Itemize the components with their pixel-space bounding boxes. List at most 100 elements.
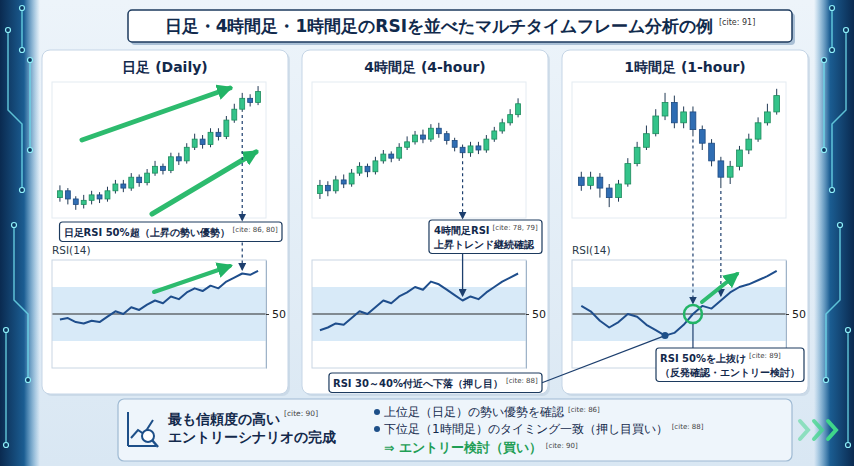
candle-body xyxy=(727,166,733,177)
candle-body xyxy=(65,191,70,199)
annotation: 日足RSI 50%超（上昇の勢い優勢）[cite: 86, 80] xyxy=(60,222,282,242)
circuit-line xyxy=(826,225,840,380)
panel-title: 4時間足 (4-hour) xyxy=(364,59,485,75)
candle-body xyxy=(588,177,594,185)
annotation-line: RSI 50%を上抜け xyxy=(660,353,746,365)
dashed-pointer xyxy=(242,115,243,220)
annotation-box xyxy=(429,220,542,254)
annotation-text: RSI 50%を上抜け （反発確認・エントリー検討） [cite: 89] xyxy=(660,352,800,378)
circuit-node xyxy=(6,28,11,33)
candles xyxy=(57,86,260,210)
candle-body xyxy=(333,180,338,191)
candle-body xyxy=(224,120,229,136)
candle-body xyxy=(137,177,142,182)
citation: [cite: 78, 79] xyxy=(493,224,538,232)
candle-body xyxy=(168,157,173,171)
tick: 50 xyxy=(786,308,806,321)
citation: [cite: 86] xyxy=(568,406,600,414)
candle-body xyxy=(718,161,724,177)
bullet xyxy=(374,409,380,415)
candle-body xyxy=(662,102,668,116)
side-panel xyxy=(814,0,854,466)
candle-body xyxy=(176,157,181,161)
circuit-node xyxy=(12,223,17,228)
annotation-line: 日足RSI 50%超（上昇の勢い優勢） xyxy=(64,227,230,238)
candle-body xyxy=(389,154,394,158)
rsi-label: RSI(14) xyxy=(52,244,91,256)
y-axis: 50 xyxy=(526,261,546,369)
circuit-line xyxy=(5,330,7,445)
candle-body xyxy=(373,161,378,172)
candle-body xyxy=(606,188,612,198)
candle-body xyxy=(737,150,743,166)
candle-body xyxy=(709,143,715,161)
chevron xyxy=(814,421,822,439)
candle-body xyxy=(444,134,449,141)
citation: [cite: 88] xyxy=(506,377,538,385)
candle-body xyxy=(57,191,62,198)
dashed-pointer xyxy=(720,191,721,295)
circuit-node xyxy=(844,28,849,33)
candle-body xyxy=(248,98,253,102)
dashed-pointer xyxy=(692,139,693,303)
citation: [cite: 90] xyxy=(284,409,318,418)
background-fill xyxy=(0,0,854,466)
annotation-text: 日足RSI 50%超（上昇の勢い優勢）[cite: 86, 80] xyxy=(64,226,278,238)
candle-body xyxy=(184,147,189,161)
panels xyxy=(42,50,810,396)
candles xyxy=(578,89,779,207)
annotation-box xyxy=(329,373,542,393)
annotation-line: （反発確認・エントリー検討） xyxy=(660,367,800,378)
rsi-plot xyxy=(312,274,526,342)
candle-body xyxy=(492,131,497,139)
title-block: 日足・4時間足・1時間足のRSIを並べたマルチタイムフレーム分析の例[cite:… xyxy=(128,10,795,45)
annotation-line: 上昇トレンド継続確認 xyxy=(433,239,535,250)
annotation-line: RSI 30～40%付近へ下落（押し目） xyxy=(333,378,503,389)
candle-body xyxy=(216,132,221,136)
plots: 日足 (Daily)50RSI(14)4時間足 (4-hour)501時間足 (… xyxy=(52,59,806,369)
rsi-line xyxy=(60,271,258,324)
circuit-node xyxy=(830,6,835,11)
panel-title: 日足 (Daily) xyxy=(122,59,207,75)
annotation-box xyxy=(60,222,282,242)
candle-body xyxy=(349,173,354,184)
infographic: 日足・4時間足・1時間足のRSIを並べたマルチタイムフレーム分析の例[cite:… xyxy=(0,0,854,466)
candle-body xyxy=(671,102,677,122)
candle-body xyxy=(357,166,362,173)
candle-body xyxy=(774,96,780,112)
chevrons xyxy=(800,421,836,439)
tick-mark xyxy=(266,314,269,315)
circuit-line xyxy=(29,60,31,150)
candle-body xyxy=(500,123,505,131)
circuit-node xyxy=(846,443,851,448)
citation: [cite: 89] xyxy=(749,352,781,360)
candle-body xyxy=(73,199,78,204)
rsi-line xyxy=(581,271,776,336)
circuit-line xyxy=(831,8,833,50)
candle-body xyxy=(681,112,687,123)
tick-mark xyxy=(526,314,529,315)
candle-body xyxy=(232,109,237,120)
candle-body xyxy=(208,132,213,144)
trend-arrow xyxy=(154,266,230,292)
summary-box xyxy=(118,399,792,461)
candle-body xyxy=(468,146,473,153)
candle-body xyxy=(192,139,197,147)
annotation-text: RSI 30～40%付近へ下落（押し目）[cite: 88] xyxy=(333,377,538,389)
candle-body xyxy=(484,139,489,150)
panel xyxy=(42,50,288,394)
grid-line xyxy=(312,313,526,314)
trend-arrow xyxy=(152,152,256,214)
candle-body xyxy=(508,115,513,123)
circuit-line xyxy=(21,8,23,50)
tick: 50 xyxy=(266,308,286,321)
summary-point: 下位足（1時間足）のタイミング一致（押し目買い） xyxy=(384,422,668,436)
circuit-node xyxy=(4,328,9,333)
panel xyxy=(562,50,808,394)
annotation: RSI 30～40%付近へ下落（押し目）[cite: 88] xyxy=(329,373,542,393)
candle-body xyxy=(365,166,370,171)
citation: [cite: 91] xyxy=(719,18,755,27)
tick-label: 50 xyxy=(532,308,546,321)
pointer xyxy=(462,254,463,296)
grid-line xyxy=(572,313,786,314)
